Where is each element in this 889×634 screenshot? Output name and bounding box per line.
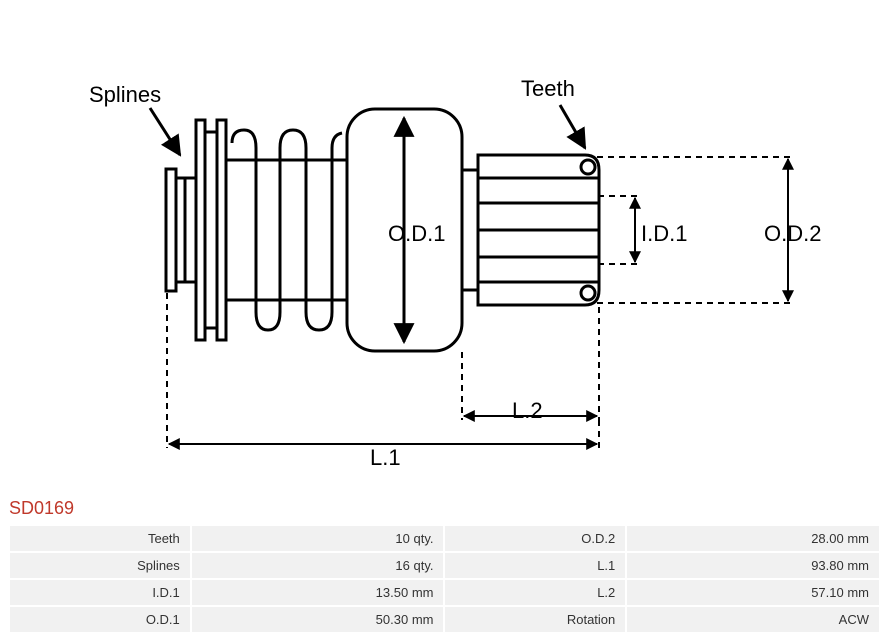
spec-name: O.D.1 [10, 607, 190, 632]
spec-value: 28.00 mm [627, 526, 879, 551]
spec-value: 13.50 mm [192, 580, 444, 605]
label-l2: L.2 [512, 398, 543, 424]
spec-name: L.1 [445, 553, 625, 578]
spec-name: L.2 [445, 580, 625, 605]
spec-value: 57.10 mm [627, 580, 879, 605]
table-row: O.D.1 50.30 mm Rotation ACW [10, 607, 879, 632]
spec-table: Teeth 10 qty. O.D.2 28.00 mm Splines 16 … [8, 524, 881, 634]
spec-value: 16 qty. [192, 553, 444, 578]
table-row: Teeth 10 qty. O.D.2 28.00 mm [10, 526, 879, 551]
spec-name: I.D.1 [10, 580, 190, 605]
label-od2: O.D.2 [764, 221, 821, 247]
spec-name: O.D.2 [445, 526, 625, 551]
spec-name: Rotation [445, 607, 625, 632]
label-teeth: Teeth [521, 76, 575, 102]
table-row: I.D.1 13.50 mm L.2 57.10 mm [10, 580, 879, 605]
label-l1: L.1 [370, 445, 401, 471]
spec-name: Splines [10, 553, 190, 578]
table-row: Splines 16 qty. L.1 93.80 mm [10, 553, 879, 578]
spec-value: 50.30 mm [192, 607, 444, 632]
spec-value: 93.80 mm [627, 553, 879, 578]
label-id1: I.D.1 [641, 221, 687, 247]
label-splines: Splines [89, 82, 161, 108]
spec-value: ACW [627, 607, 879, 632]
spec-name: Teeth [10, 526, 190, 551]
spec-value: 10 qty. [192, 526, 444, 551]
label-od1: O.D.1 [388, 221, 445, 247]
part-code: SD0169 [9, 498, 74, 519]
technical-drawing: Splines Teeth O.D.1 I.D.1 O.D.2 L.2 L.1 [0, 0, 889, 490]
